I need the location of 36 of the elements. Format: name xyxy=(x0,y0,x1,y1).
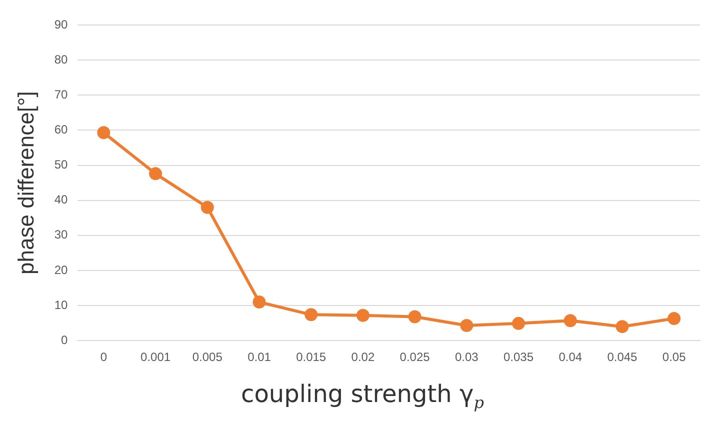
y-axis-title: phase difference[°] xyxy=(13,91,38,274)
point xyxy=(149,167,162,180)
y-tick-label: 20 xyxy=(54,262,68,277)
x-tick-label: 0.01 xyxy=(248,350,272,364)
point xyxy=(97,126,110,140)
y-tick-label: 40 xyxy=(54,192,68,207)
y-tick-label: 70 xyxy=(54,87,68,102)
point xyxy=(356,308,370,322)
x-tick-label: 0.04 xyxy=(558,350,582,364)
point xyxy=(512,316,526,330)
x-tick-label: 0.02 xyxy=(351,350,375,364)
y-tick-label: 10 xyxy=(54,298,68,312)
x-tick-label: 0.03 xyxy=(454,350,479,364)
y-tick-label: 50 xyxy=(54,158,68,172)
y-tick-label: 0 xyxy=(61,332,68,347)
x-tick-label: 0.045 xyxy=(607,350,638,364)
point xyxy=(304,308,318,322)
x-tick-label: 0.025 xyxy=(400,350,430,364)
x-tick-label: 0.001 xyxy=(140,350,171,364)
x-tick-label: 0.035 xyxy=(503,350,534,364)
point xyxy=(668,312,681,326)
x-tick-label: 0.05 xyxy=(662,350,686,364)
point xyxy=(616,320,629,334)
y-tick-label: 60 xyxy=(54,122,68,137)
y-tick-label: 90 xyxy=(54,17,68,32)
y-tick-label: 80 xyxy=(54,52,68,66)
x-tick-label: 0.005 xyxy=(192,350,223,364)
x-tick-label: 0 xyxy=(100,350,108,364)
point xyxy=(564,314,577,328)
point xyxy=(460,319,474,332)
x-axis-title: coupling strength γ$_{p}$ xyxy=(240,380,485,412)
point xyxy=(408,310,422,324)
y-tick-label: 30 xyxy=(54,228,68,242)
x-tick-label: 0.015 xyxy=(296,350,326,364)
point xyxy=(252,296,266,309)
point xyxy=(200,200,214,214)
